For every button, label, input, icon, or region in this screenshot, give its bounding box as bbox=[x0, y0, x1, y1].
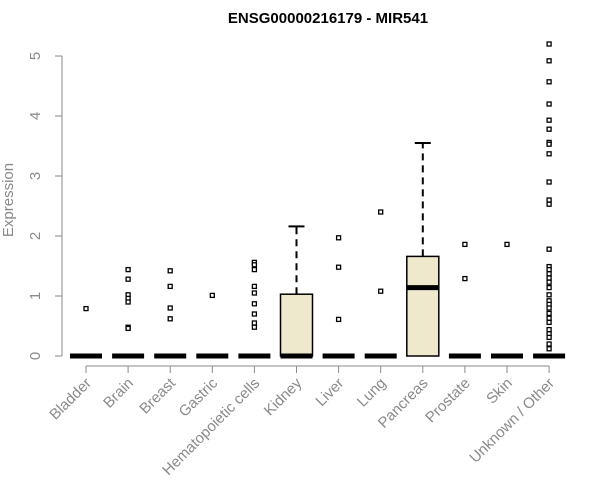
box-liver bbox=[322, 235, 355, 359]
outlier-point bbox=[546, 292, 552, 298]
outlier-point bbox=[335, 264, 342, 270]
outlier-point bbox=[125, 276, 131, 282]
box-unknown-other bbox=[533, 41, 566, 359]
outlier-point bbox=[209, 292, 215, 299]
outlier-point bbox=[251, 301, 258, 307]
outlier-point bbox=[167, 268, 173, 274]
box-kidney bbox=[279, 225, 314, 359]
y-axis-label: Expression bbox=[0, 163, 17, 237]
outlier-point bbox=[546, 310, 552, 317]
outlier-point bbox=[546, 271, 552, 277]
outlier-point bbox=[251, 266, 258, 273]
outlier-point bbox=[546, 284, 552, 291]
outlier-point bbox=[83, 305, 89, 312]
y-tick-label: 4 bbox=[27, 112, 44, 120]
box-group bbox=[70, 41, 566, 359]
box-skin bbox=[491, 241, 523, 359]
box-prostate bbox=[448, 241, 481, 359]
outlier-point bbox=[546, 279, 552, 285]
outlier-point bbox=[546, 58, 552, 64]
outlier-point bbox=[546, 319, 552, 326]
outlier-point bbox=[462, 241, 468, 248]
outlier-point bbox=[546, 101, 552, 107]
outlier-point bbox=[251, 283, 258, 290]
outlier-point bbox=[378, 288, 384, 294]
x-tick-label: Bladder bbox=[46, 375, 95, 424]
outlier-point bbox=[546, 341, 552, 347]
box-bladder bbox=[70, 305, 102, 359]
outlier-point bbox=[546, 334, 552, 341]
outlier-point bbox=[546, 117, 552, 123]
chart-title: ENSG00000216179 - MIR541 bbox=[228, 10, 428, 27]
outlier-point bbox=[125, 266, 131, 273]
x-tick-label: Lung bbox=[354, 375, 390, 411]
x-tick-label: Breast bbox=[136, 374, 179, 417]
outlier-point bbox=[378, 209, 384, 215]
outlier-point bbox=[546, 266, 552, 273]
outlier-point bbox=[251, 324, 258, 330]
box-breast bbox=[154, 268, 187, 359]
outlier-point bbox=[251, 320, 258, 326]
outlier-point bbox=[546, 79, 552, 85]
outlier-point bbox=[546, 246, 552, 252]
outlier-point bbox=[546, 275, 552, 281]
outlier-point bbox=[546, 197, 552, 203]
outlier-point bbox=[167, 283, 173, 290]
outlier-point bbox=[251, 262, 258, 268]
outlier-point bbox=[546, 141, 552, 147]
y-tick-label: 2 bbox=[27, 232, 44, 240]
box-pancreas bbox=[406, 142, 440, 357]
box-brain bbox=[112, 266, 145, 359]
outlier-point bbox=[546, 315, 552, 321]
x-tick-label: Liver bbox=[312, 375, 347, 410]
outlier-point bbox=[167, 305, 173, 311]
box-iqr bbox=[279, 293, 314, 357]
outlier-point bbox=[546, 126, 552, 132]
x-tick-label: Skin bbox=[483, 375, 516, 408]
outlier-point bbox=[335, 235, 342, 241]
outlier-point bbox=[546, 41, 552, 47]
outlier-point bbox=[251, 290, 258, 296]
outlier-point bbox=[251, 311, 258, 317]
outlier-point bbox=[546, 179, 552, 185]
outlier-point bbox=[546, 201, 552, 207]
outlier-point bbox=[125, 299, 131, 305]
y-tick-label: 1 bbox=[27, 292, 44, 300]
y-tick-label: 3 bbox=[27, 172, 44, 180]
outlier-point bbox=[546, 151, 552, 157]
box-hematopoietic-cells bbox=[238, 259, 271, 359]
outlier-point bbox=[546, 326, 552, 333]
y-axis: 0 1 2 3 4 5 bbox=[27, 52, 63, 360]
outlier-point bbox=[335, 316, 342, 323]
box-iqr bbox=[406, 255, 440, 357]
outlier-point bbox=[504, 241, 510, 248]
outlier-point bbox=[462, 275, 468, 282]
x-tick-label: Kidney bbox=[261, 374, 306, 419]
outlier-point bbox=[546, 346, 552, 352]
y-tick-label: 5 bbox=[27, 52, 44, 60]
outlier-point bbox=[167, 316, 173, 322]
box-gastric bbox=[196, 292, 229, 359]
outlier-point bbox=[125, 325, 131, 332]
x-tick-label: Brain bbox=[100, 375, 137, 412]
box-lung bbox=[364, 209, 397, 359]
x-tick-label: Prostate bbox=[422, 375, 474, 427]
outlier-point bbox=[546, 305, 552, 311]
y-tick-label: 0 bbox=[27, 352, 44, 360]
